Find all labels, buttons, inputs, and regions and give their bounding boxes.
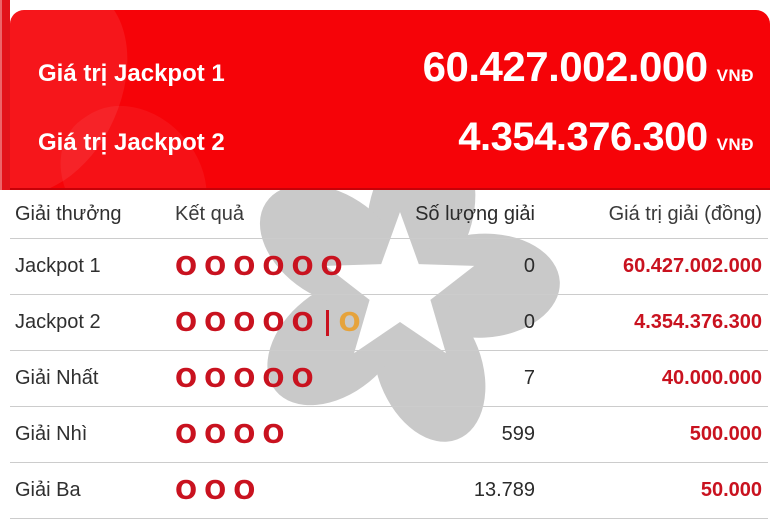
prize-count: 7 <box>523 367 535 389</box>
table-row: Jackpot 2 O O O O O O 0 4.354.376.300 <box>10 295 768 351</box>
result-circle: O <box>175 251 198 282</box>
banner-petal-decoration <box>10 10 163 188</box>
jackpot-2-value: 4.354.376.300 <box>458 114 708 159</box>
result-circle: O <box>204 307 227 338</box>
result-circle: O <box>262 251 285 282</box>
jackpot-2-currency: VNĐ <box>716 134 754 154</box>
result-circle: O <box>233 419 256 450</box>
result-circle: O <box>262 363 285 394</box>
jackpot-1-label: Giá trị Jackpot 1 <box>38 59 225 87</box>
result-circle: O <box>233 363 256 394</box>
left-edge-strip <box>0 0 10 190</box>
vietlott-logo-watermark <box>240 130 560 450</box>
jackpot-2-row: Giá trị Jackpot 2 4.354.376.300 VNĐ <box>38 115 754 160</box>
result-circle: O <box>320 251 343 282</box>
result-separator <box>325 309 329 336</box>
result-circle: O <box>233 251 256 282</box>
prize-name: Giải Nhất <box>15 367 99 389</box>
table-row: Jackpot 1 O O O O O O 0 60.427.002.000 <box>10 239 768 295</box>
header-count: Số lượng giải <box>415 202 535 225</box>
results-table: Giải thưởng Kết quả Số lượng giải Giá tr… <box>10 190 768 519</box>
jackpot-1-value: 60.427.002.000 <box>422 42 708 90</box>
prize-count: 0 <box>523 311 535 333</box>
prize-name: Jackpot 1 <box>15 255 101 277</box>
result-circle: O <box>204 419 227 450</box>
prize-count: 0 <box>523 255 535 277</box>
result-circle: O <box>204 363 227 394</box>
prize-count: 13.789 <box>473 479 535 501</box>
jackpot-banner: Giá trị Jackpot 1 60.427.002.000 VNĐ Giá… <box>10 10 770 190</box>
jackpot-1-currency: VNĐ <box>716 65 754 85</box>
header-result: Kết quả <box>175 202 244 225</box>
prize-value: 50.000 <box>700 479 762 501</box>
result-circle: O <box>175 307 198 338</box>
table-row: Giải Ba O O O 13.789 50.000 <box>10 463 768 519</box>
jackpot-2-value-group: 4.354.376.300 VNĐ <box>458 115 754 160</box>
result-circle: O <box>291 307 314 338</box>
result-circle: O <box>233 307 256 338</box>
prize-count: 599 <box>501 423 535 445</box>
table-row: Giải Nhì O O O O 599 500.000 <box>10 407 768 463</box>
result-circle: O <box>291 363 314 394</box>
result-circle: O <box>262 419 285 450</box>
prize-name: Jackpot 2 <box>15 311 101 333</box>
result-circle: O <box>262 307 285 338</box>
prize-value: 40.000.000 <box>661 367 762 389</box>
prize-value: 500.000 <box>689 423 762 445</box>
prize-value: 60.427.002.000 <box>622 255 762 277</box>
result-circle: O <box>175 475 198 506</box>
jackpot-1-value-group: 60.427.002.000 VNĐ <box>423 43 754 91</box>
table-row: Giải Nhất O O O O O 7 40.000.000 <box>10 351 768 407</box>
header-prize: Giải thưởng <box>15 202 122 225</box>
prize-name: Giải Ba <box>15 479 81 501</box>
result-circle: O <box>204 475 227 506</box>
result-circle: O <box>175 363 198 394</box>
header-value: Giá trị giải (đồng) <box>608 202 762 225</box>
jackpot-1-row: Giá trị Jackpot 1 60.427.002.000 VNĐ <box>38 43 754 91</box>
result-circle: O <box>204 251 227 282</box>
result-circle: O <box>291 251 314 282</box>
result-circle: O <box>233 475 256 506</box>
result-circle: O <box>175 419 198 450</box>
bonus-circle: O <box>338 307 361 338</box>
results-table-header: Giải thưởng Kết quả Số lượng giải Giá tr… <box>10 190 768 239</box>
jackpot-2-label: Giá trị Jackpot 2 <box>38 128 225 156</box>
prize-name: Giải Nhì <box>15 423 88 445</box>
prize-value: 4.354.376.300 <box>634 311 762 333</box>
